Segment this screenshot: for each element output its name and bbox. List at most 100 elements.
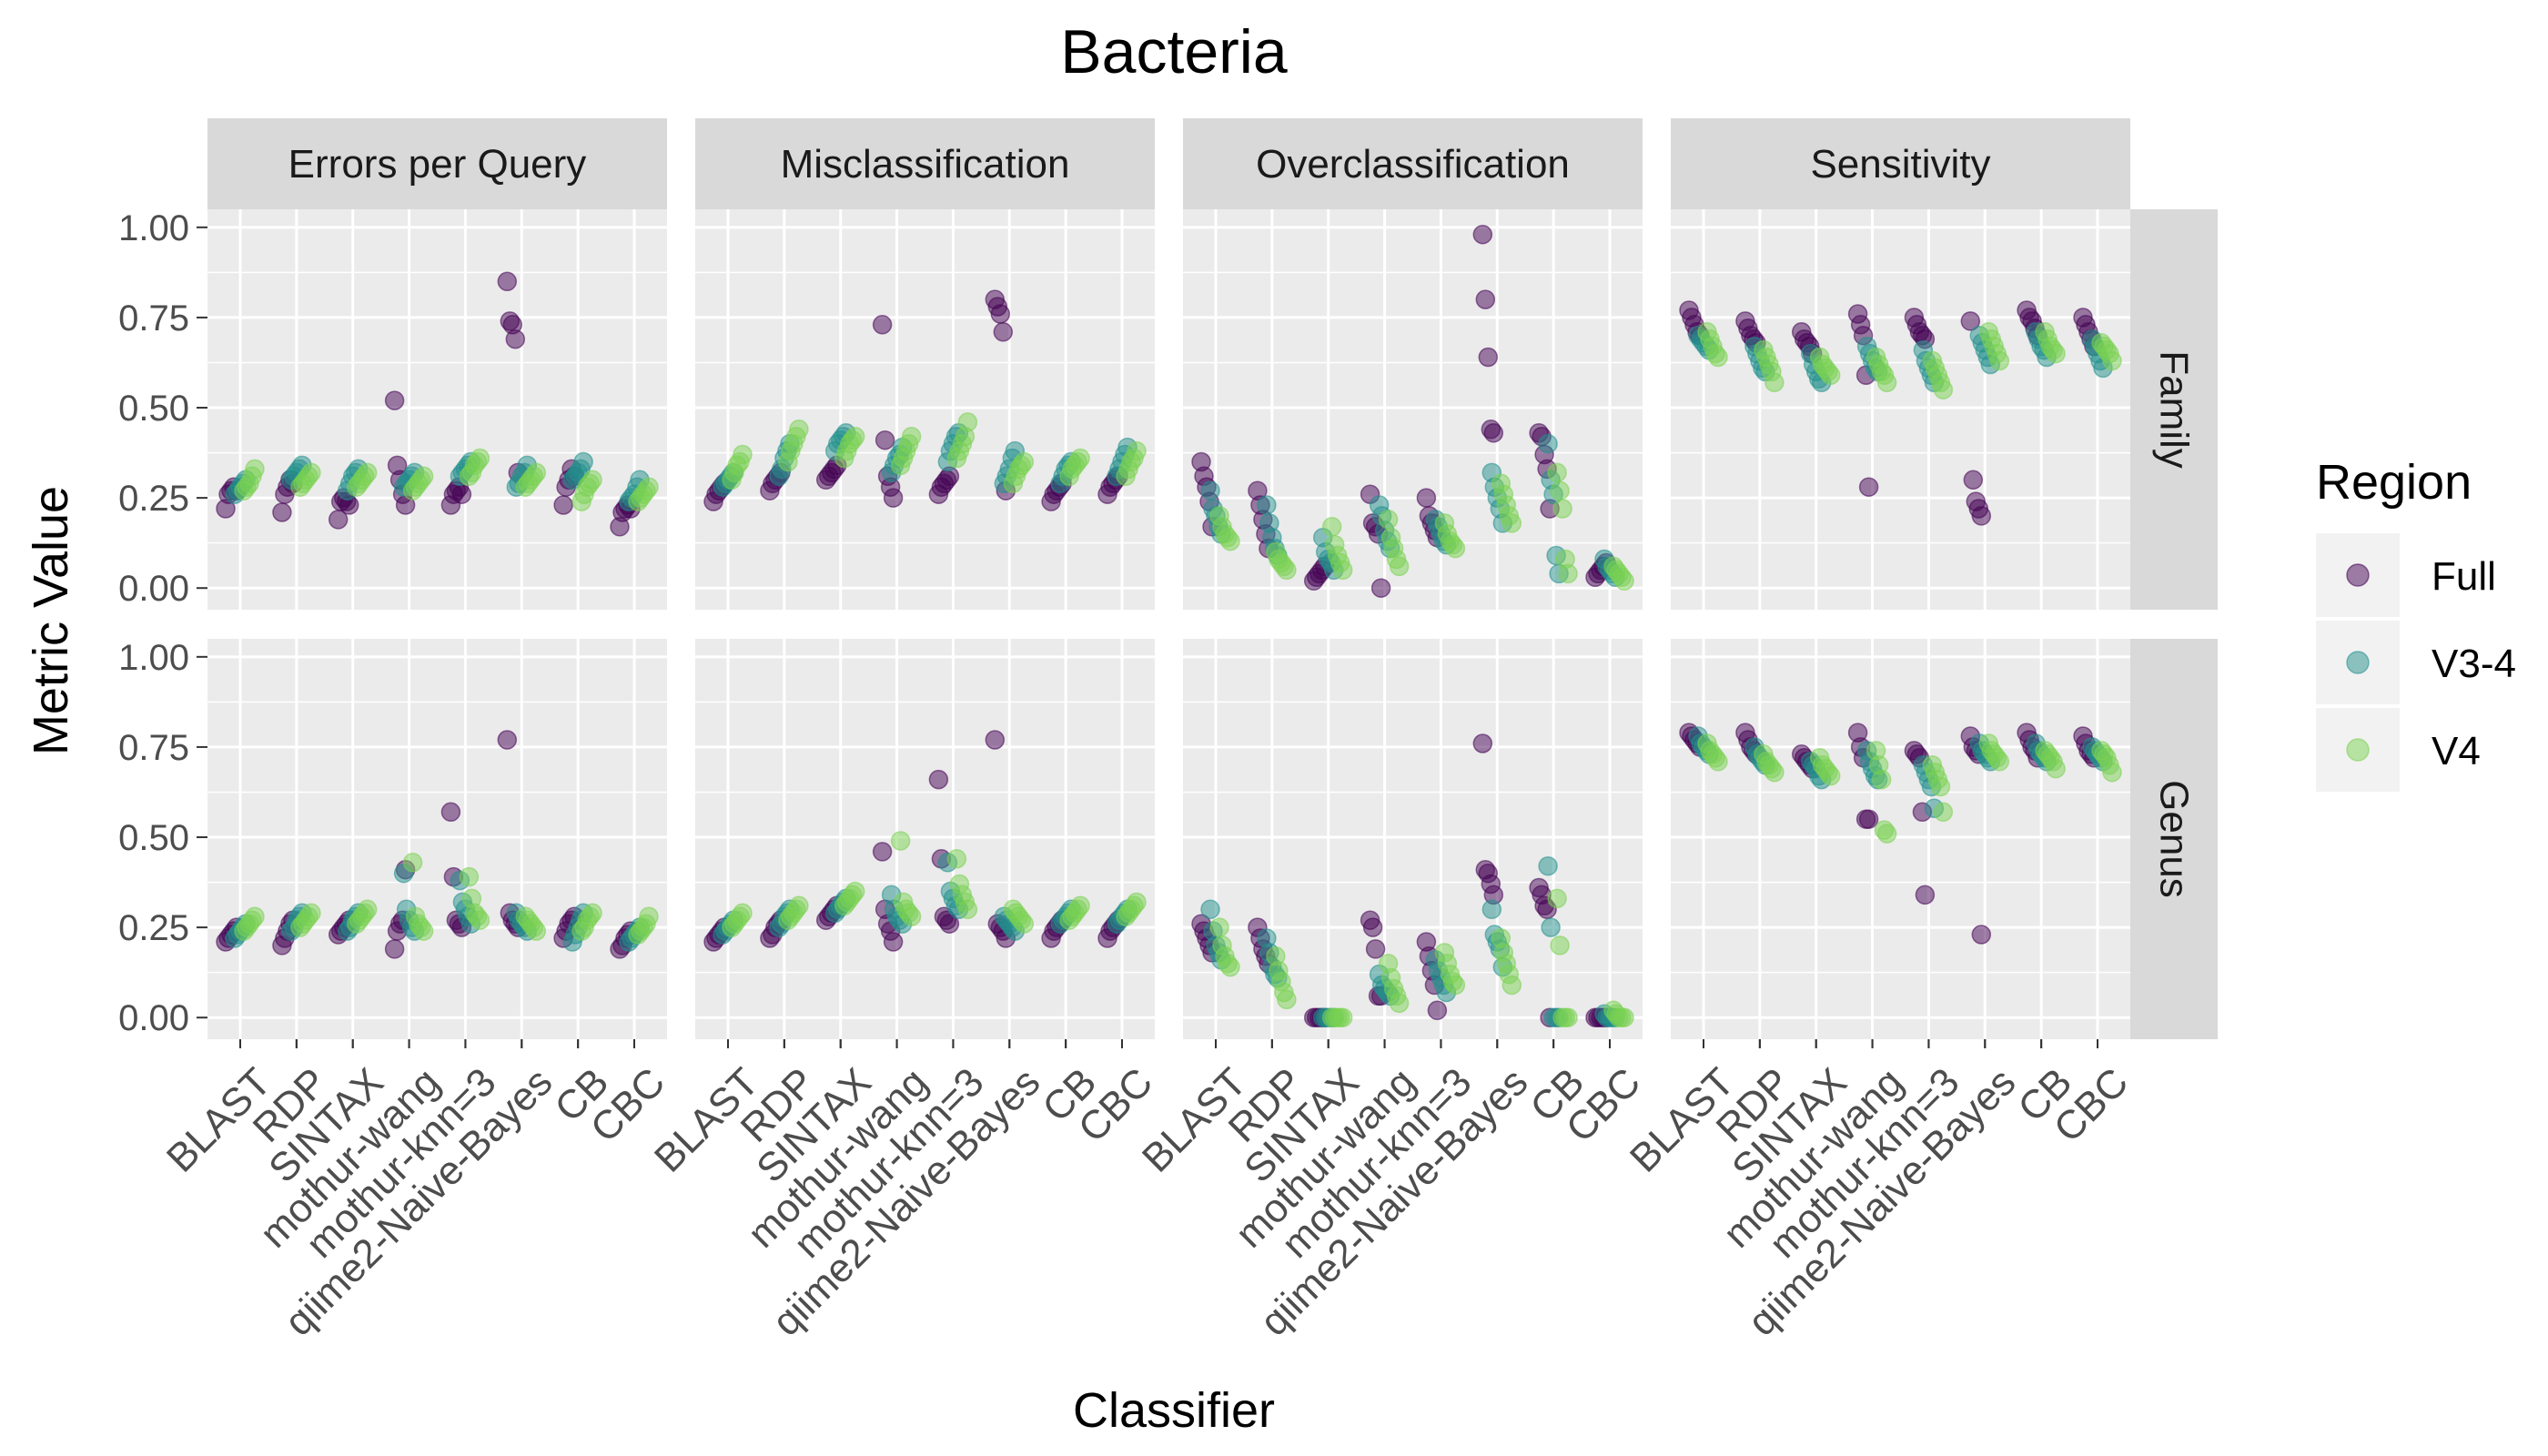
data-point-v4	[1209, 917, 1229, 937]
data-point-v4	[1220, 531, 1240, 551]
data-point-v4	[1220, 956, 1240, 977]
facet-strip-background	[1183, 118, 1643, 209]
data-point-v4	[1389, 993, 1410, 1014]
data-point-v4	[301, 462, 321, 483]
data-point-v4	[1277, 560, 1297, 581]
legend-label: V3-4	[2432, 642, 2516, 686]
data-point-full	[985, 730, 1006, 750]
data-point-v4	[1070, 448, 1090, 469]
data-point-full	[497, 271, 518, 292]
data-point-full	[553, 495, 573, 515]
facet-row-strip-family: Family	[2130, 209, 2218, 610]
data-point-full	[384, 939, 405, 959]
data-point-v3-4	[1257, 495, 1277, 515]
data-point-v4	[1502, 513, 1522, 533]
panel-background	[1183, 639, 1643, 1039]
data-point-full	[1478, 347, 1499, 368]
legend-item-full: Full	[2316, 533, 2496, 617]
data-point-v4	[459, 866, 480, 887]
data-point-v4	[1332, 1007, 1353, 1027]
legend: Region Full V3-4 V4	[2316, 455, 2516, 792]
data-point-full	[1915, 885, 1936, 905]
points	[1679, 300, 2122, 526]
data-point-v4	[413, 921, 434, 941]
legend-items: Full V3-4 V4	[2316, 533, 2516, 792]
facet-strip-overclassification: Overclassification	[1183, 118, 1643, 209]
y-tick-label: 0.75	[118, 298, 189, 339]
data-point-v4	[639, 477, 659, 497]
data-point-v3-4	[1541, 917, 1561, 937]
data-point-v4	[1547, 888, 1567, 909]
data-point-v4	[245, 906, 265, 926]
data-point-v4	[957, 899, 978, 920]
panel-background	[207, 209, 667, 610]
data-point-v4	[2102, 350, 2122, 371]
panel-genus-sensitivity	[1671, 639, 2130, 1048]
panel-background	[1671, 209, 2130, 610]
facet-strip-label: Errors per Query	[288, 142, 587, 187]
data-point-full	[440, 802, 461, 823]
data-point-v4	[1933, 379, 1954, 399]
data-point-v4	[1558, 1007, 1578, 1027]
data-point-v4	[1764, 372, 1785, 393]
data-point-v4	[582, 470, 602, 490]
panel-family-errors-per-query	[207, 209, 667, 610]
y-tick-label: 0.00	[118, 998, 189, 1038]
legend-title: Region	[2316, 455, 2472, 510]
data-point-v4	[1930, 776, 1951, 797]
panel-genus-misclassification	[695, 639, 1155, 1048]
data-point-full	[875, 430, 895, 450]
data-point-v4	[470, 910, 490, 930]
panel-background	[1183, 209, 1643, 610]
data-point-v4	[1989, 752, 2010, 772]
data-point-v4	[1127, 892, 1147, 913]
legend-key-marker	[2346, 738, 2370, 762]
data-point-full	[1427, 1000, 1448, 1021]
y-tick-label: 0.50	[118, 818, 189, 858]
data-point-full	[1971, 506, 1992, 526]
y-tick-label: 0.00	[118, 569, 189, 609]
y-tick-label: 0.25	[118, 479, 189, 519]
facet-row-strip-genus: Genus	[2130, 639, 2218, 1039]
data-point-v4	[1989, 350, 2010, 371]
data-point-v4	[1820, 765, 1841, 786]
data-point-v4	[2046, 758, 2066, 779]
data-point-v4	[1389, 556, 1410, 577]
facet-strip-label: Misclassification	[781, 142, 1070, 187]
data-point-v4	[1502, 975, 1522, 996]
data-point-v4	[1547, 462, 1567, 483]
panel-background	[695, 209, 1155, 610]
data-point-v4	[1550, 935, 1570, 956]
data-point-full	[505, 329, 526, 349]
data-point-v4	[582, 903, 602, 924]
data-point-v4	[1014, 914, 1035, 934]
data-point-v4	[1014, 451, 1035, 472]
data-point-v4	[470, 448, 490, 469]
facet-row-strip-background	[2130, 209, 2218, 610]
panel-genus-overclassification	[1183, 639, 1643, 1048]
panels-layer: Errors per Query Misclassification Overcla…	[207, 118, 2218, 1048]
legend-key-marker	[2346, 563, 2370, 587]
data-point-full	[1858, 809, 1879, 829]
data-point-full	[451, 484, 472, 504]
data-point-v3-4	[1538, 855, 1558, 876]
data-point-v4	[1070, 895, 1090, 916]
legend-label: V4	[2432, 729, 2481, 774]
data-point-full	[993, 322, 1014, 342]
data-point-full	[1472, 733, 1493, 753]
panel-family-sensitivity	[1671, 209, 2130, 610]
data-point-full	[272, 502, 292, 522]
data-point-v4	[1445, 538, 1466, 559]
data-point-v4	[639, 906, 659, 926]
data-point-v4	[301, 903, 321, 924]
points	[1191, 224, 1634, 598]
data-point-full	[384, 390, 405, 410]
data-point-v4	[357, 899, 378, 920]
data-point-full	[928, 769, 949, 790]
data-point-full	[990, 304, 1011, 324]
data-point-v4	[1127, 440, 1147, 461]
data-point-v4	[526, 462, 547, 483]
data-point-v4	[901, 426, 922, 447]
data-point-v4	[844, 426, 865, 447]
